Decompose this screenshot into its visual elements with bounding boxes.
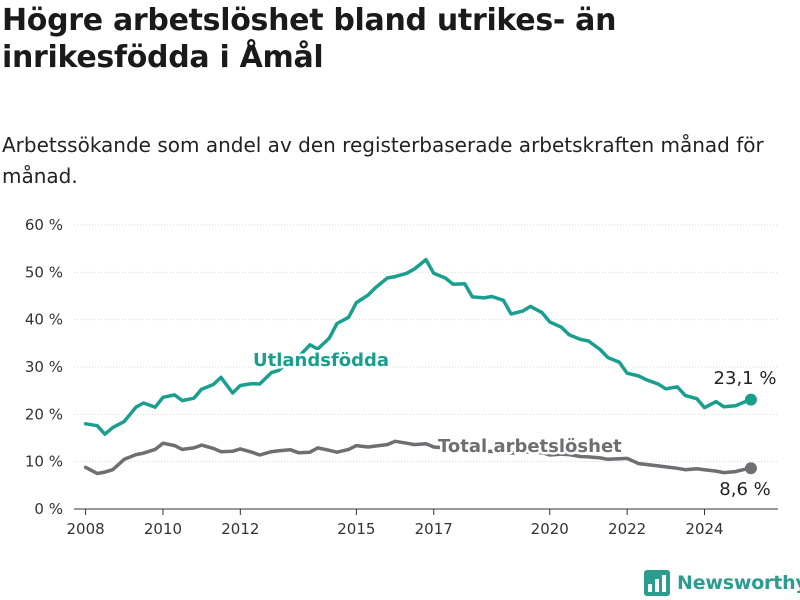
series-end-point-1 — [744, 462, 757, 475]
x-tick-label-2008: 2008 — [67, 520, 105, 538]
y-tick-label-0: 0 % — [34, 500, 63, 518]
x-tick-label-2017: 2017 — [415, 520, 453, 538]
series-line-1 — [83, 439, 753, 476]
page-title: Högre arbetslöshet bland utrikes- än inr… — [2, 3, 617, 75]
x-tick-label-2020: 2020 — [531, 520, 569, 538]
y-tick-label-30: 30 % — [25, 358, 63, 376]
x-tick-label-2024: 2024 — [685, 520, 723, 538]
x-tick-label-2015: 2015 — [337, 520, 375, 538]
y-tick-label-60: 60 % — [25, 216, 63, 234]
newsworthy-logo: Newsworthy — [644, 568, 800, 598]
series-labels: Utlandsfödda Total arbetslöshet 23,1 % 8,6 … — [251, 348, 779, 503]
x-axis: 2008 2010 2012 2015 2017 2020 2022 2024 — [67, 508, 778, 538]
series-end-point-0 — [744, 393, 757, 406]
x-tick-label-2012: 2012 — [221, 520, 259, 538]
y-tick-label-20: 20 % — [25, 405, 63, 423]
y-tick-label-40: 40 % — [25, 311, 63, 329]
series-group — [83, 257, 757, 476]
x-tick-label-2022: 2022 — [608, 520, 646, 538]
brand-name: Newsworthy — [677, 572, 800, 594]
y-axis: 0 % 10 % 20 % 30 % 40 % 50 % 60 % — [25, 216, 63, 518]
x-tick-label-2010: 2010 — [144, 520, 182, 538]
series-name-label-1: Total arbetslöshet — [438, 436, 622, 457]
end-value-label-1: 8,6 % — [719, 479, 770, 500]
y-tick-label-10: 10 % — [25, 453, 63, 471]
chart-subtitle: Arbetssökande som andel av den registerb… — [2, 133, 764, 188]
series-line-0 — [83, 257, 753, 436]
bar-chart-logo-icon — [644, 570, 670, 596]
y-tick-label-50: 50 % — [25, 263, 63, 281]
end-value-label-0: 23,1 % — [714, 368, 777, 389]
series-name-label-0: Utlandsfödda — [253, 350, 389, 371]
